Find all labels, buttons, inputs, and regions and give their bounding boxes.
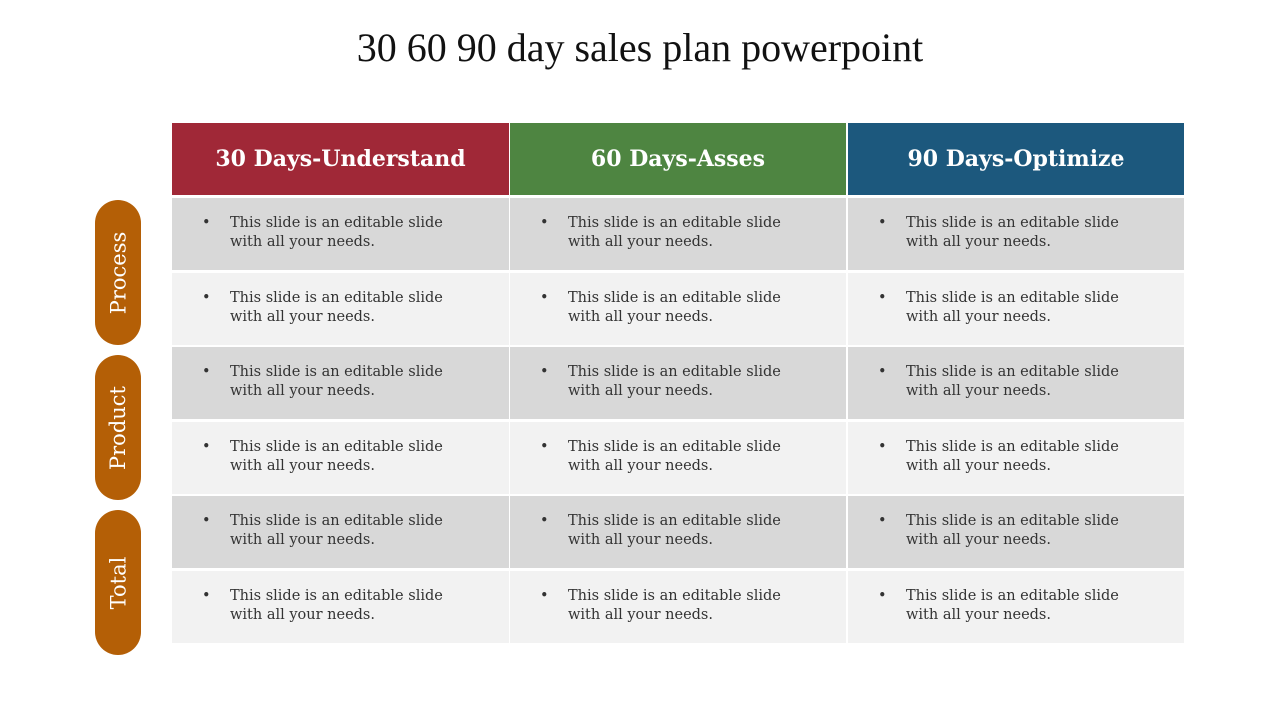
row-group-label: Process: [95, 200, 141, 345]
cell-text: This slide is an editable slide with all…: [230, 215, 443, 250]
table-cell: • This slide is an editable slide with al…: [510, 570, 846, 643]
cell-text: This slide is an editable slide with all…: [230, 289, 443, 325]
column-header: 60 Days-Asses: [510, 123, 846, 195]
bullet-icon: •: [878, 513, 887, 529]
cell-text: This slide is an editable slide with all…: [230, 438, 443, 474]
table-cell: • This slide is an editable slide with al…: [848, 198, 1184, 270]
table-cell: • This slide is an editable slide with al…: [172, 347, 509, 419]
table-cell: • This slide is an editable slide with al…: [172, 496, 509, 568]
table-cell: • This slide is an editable slide with al…: [848, 347, 1184, 419]
row-group-label: Product: [95, 355, 141, 500]
table-cell: • This slide is an editable slide with al…: [848, 496, 1184, 568]
bullet-icon: •: [878, 364, 887, 380]
bullet-icon: •: [202, 587, 211, 604]
table-cell: • This slide is an editable slide with al…: [172, 570, 509, 643]
cell-text: This slide is an editable slide with all…: [230, 513, 443, 548]
bullet-icon: •: [202, 513, 211, 529]
cell-text: This slide is an editable slide with all…: [906, 289, 1119, 325]
bullet-icon: •: [202, 438, 211, 455]
bullet-icon: •: [878, 438, 887, 455]
table-cell: • This slide is an editable slide with al…: [510, 198, 846, 270]
cell-text: This slide is an editable slide with all…: [906, 513, 1119, 548]
table-cell: • This slide is an editable slide with al…: [848, 272, 1184, 345]
table-cell: • This slide is an editable slide with al…: [172, 421, 509, 494]
row-group-label: Total: [95, 510, 141, 655]
cell-text: This slide is an editable slide with all…: [906, 215, 1119, 250]
row-group-text: Process: [106, 231, 130, 314]
table-cell: • This slide is an editable slide with al…: [510, 347, 846, 419]
column-header: 30 Days-Understand: [172, 123, 509, 195]
cell-text: This slide is an editable slide with all…: [230, 364, 443, 399]
cell-text: This slide is an editable slide with all…: [568, 215, 781, 250]
bullet-icon: •: [202, 364, 211, 380]
column-header: 90 Days-Optimize: [848, 123, 1184, 195]
table-cell: • This slide is an editable slide with al…: [172, 272, 509, 345]
cell-text: This slide is an editable slide with all…: [906, 587, 1119, 623]
table-cell: • This slide is an editable slide with al…: [848, 570, 1184, 643]
row-group-text: Product: [106, 385, 131, 470]
cell-text: This slide is an editable slide with all…: [906, 364, 1119, 399]
bullet-icon: •: [878, 587, 887, 604]
table-cell: • This slide is an editable slide with al…: [510, 496, 846, 568]
bullet-icon: •: [202, 289, 211, 306]
cell-text: This slide is an editable slide with all…: [568, 587, 781, 623]
cell-text: This slide is an editable slide with all…: [230, 587, 443, 623]
table-cell: • This slide is an editable slide with al…: [172, 198, 509, 270]
bullet-icon: •: [202, 215, 211, 231]
bullet-icon: •: [540, 364, 549, 380]
table-cell: • This slide is an editable slide with al…: [848, 421, 1184, 494]
table-cell: • This slide is an editable slide with al…: [510, 421, 846, 494]
bullet-icon: •: [878, 289, 887, 306]
page-title: 30 60 90 day sales plan powerpoint: [356, 25, 924, 70]
bullet-icon: •: [540, 438, 549, 455]
bullet-icon: •: [878, 215, 887, 231]
cell-text: This slide is an editable slide with all…: [906, 438, 1119, 474]
cell-text: This slide is an editable slide with all…: [568, 364, 781, 399]
cell-text: This slide is an editable slide with all…: [568, 513, 781, 548]
cell-text: This slide is an editable slide with all…: [568, 438, 781, 474]
cell-text: This slide is an editable slide with all…: [568, 289, 781, 325]
row-group-text: Total: [106, 556, 131, 609]
bullet-icon: •: [540, 289, 549, 306]
bullet-icon: •: [540, 513, 549, 529]
bullet-icon: •: [540, 215, 549, 231]
bullet-icon: •: [540, 587, 549, 604]
table-cell: • This slide is an editable slide with al…: [510, 272, 846, 345]
